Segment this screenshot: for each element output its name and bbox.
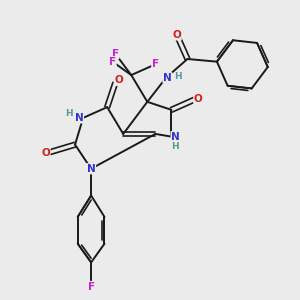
- Text: H: H: [65, 110, 73, 118]
- Text: O: O: [194, 94, 203, 104]
- Text: H: H: [172, 142, 179, 151]
- Text: N: N: [171, 132, 180, 142]
- Text: F: F: [109, 57, 116, 67]
- Text: N: N: [75, 113, 83, 123]
- Text: F: F: [88, 281, 95, 292]
- Text: O: O: [41, 148, 50, 158]
- Text: F: F: [152, 59, 159, 69]
- Text: H: H: [174, 72, 182, 81]
- Text: N: N: [163, 73, 172, 83]
- Text: F: F: [112, 49, 119, 58]
- Text: O: O: [172, 30, 181, 40]
- Text: O: O: [115, 75, 124, 85]
- Text: N: N: [87, 164, 95, 174]
